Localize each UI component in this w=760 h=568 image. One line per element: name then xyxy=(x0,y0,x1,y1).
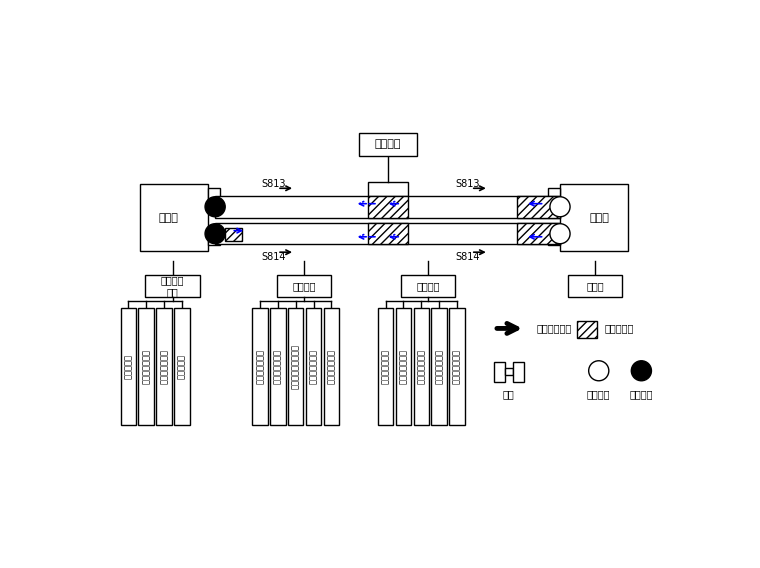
Bar xyxy=(324,308,339,425)
Bar xyxy=(549,188,560,205)
Bar xyxy=(359,133,417,156)
Text: 矿山施工作业队: 矿山施工作业队 xyxy=(435,349,444,383)
Bar xyxy=(494,361,505,382)
Bar xyxy=(121,308,136,425)
Bar xyxy=(225,228,242,241)
Text: 中新站: 中新站 xyxy=(586,281,603,291)
Circle shape xyxy=(632,361,651,381)
Text: 防水施工作业队: 防水施工作业队 xyxy=(160,349,169,383)
Circle shape xyxy=(589,361,609,381)
Bar xyxy=(208,228,220,245)
Bar xyxy=(215,196,560,218)
Text: 盾构掘进方向: 盾构掘进方向 xyxy=(537,323,572,333)
Text: 盾构接收: 盾构接收 xyxy=(587,389,610,399)
Circle shape xyxy=(205,224,225,244)
Text: 土方作业队: 土方作业队 xyxy=(124,354,133,379)
Circle shape xyxy=(550,224,570,244)
Bar xyxy=(396,308,411,425)
Text: 镇龙站: 镇龙站 xyxy=(159,212,179,223)
Circle shape xyxy=(550,197,570,217)
Bar xyxy=(277,275,331,297)
Bar xyxy=(413,308,429,425)
Text: S813: S813 xyxy=(455,179,480,189)
Bar xyxy=(215,223,560,244)
Bar xyxy=(568,275,622,297)
Bar xyxy=(432,308,447,425)
Bar xyxy=(208,188,220,205)
Bar xyxy=(145,275,200,297)
Bar xyxy=(518,196,560,218)
Text: 施工竖井: 施工竖井 xyxy=(375,139,401,149)
Text: 矿山工区: 矿山工区 xyxy=(416,281,440,291)
Bar xyxy=(560,183,629,252)
Text: 盾构工区: 盾构工区 xyxy=(293,281,316,291)
Bar xyxy=(138,308,154,425)
Text: 矿山法隧道: 矿山法隧道 xyxy=(605,323,635,333)
Bar xyxy=(306,308,321,425)
Bar xyxy=(378,308,394,425)
Text: S814: S814 xyxy=(261,252,286,262)
Bar xyxy=(549,228,560,245)
Text: 盾构施工作业队: 盾构施工作业队 xyxy=(309,349,318,383)
Bar xyxy=(174,308,189,425)
Bar xyxy=(518,223,560,244)
Text: 盾构配合作业队: 盾构配合作业队 xyxy=(274,349,283,383)
Bar xyxy=(252,308,268,425)
Circle shape xyxy=(205,197,225,217)
Bar xyxy=(513,361,524,382)
Bar xyxy=(577,321,597,337)
Text: S813: S813 xyxy=(261,179,286,189)
Bar xyxy=(368,182,408,196)
Text: 明挖车站
工区: 明挖车站 工区 xyxy=(161,275,184,297)
Bar xyxy=(270,308,286,425)
Bar xyxy=(157,308,172,425)
Text: 矿山配合作业队: 矿山配合作业队 xyxy=(399,349,408,383)
Bar xyxy=(449,308,464,425)
Text: 中新站: 中新站 xyxy=(590,212,610,223)
Bar xyxy=(288,308,303,425)
Text: 盾构配合作业队: 盾构配合作业队 xyxy=(327,349,336,383)
Bar xyxy=(368,223,408,244)
Text: S814: S814 xyxy=(455,252,480,262)
Bar xyxy=(368,196,408,218)
Text: 车站: 车站 xyxy=(502,389,514,399)
Text: 矿山施工作业队: 矿山施工作业队 xyxy=(381,349,390,383)
Bar xyxy=(140,183,208,252)
Bar xyxy=(505,367,513,375)
Bar xyxy=(401,275,455,297)
Text: 施工竖井作业队: 施工竖井作业队 xyxy=(416,349,426,383)
Text: 结构作业队: 结构作业队 xyxy=(177,354,186,379)
Text: 盾构施工作业队: 盾构施工作业队 xyxy=(255,349,264,383)
Text: 矿山配合作业队: 矿山配合作业队 xyxy=(452,349,461,383)
Text: 围护结构作业队: 围护结构作业队 xyxy=(141,349,150,383)
Text: 中间竖井施工作业队: 中间竖井施工作业队 xyxy=(291,344,300,389)
Text: 盾构始发: 盾构始发 xyxy=(629,389,653,399)
